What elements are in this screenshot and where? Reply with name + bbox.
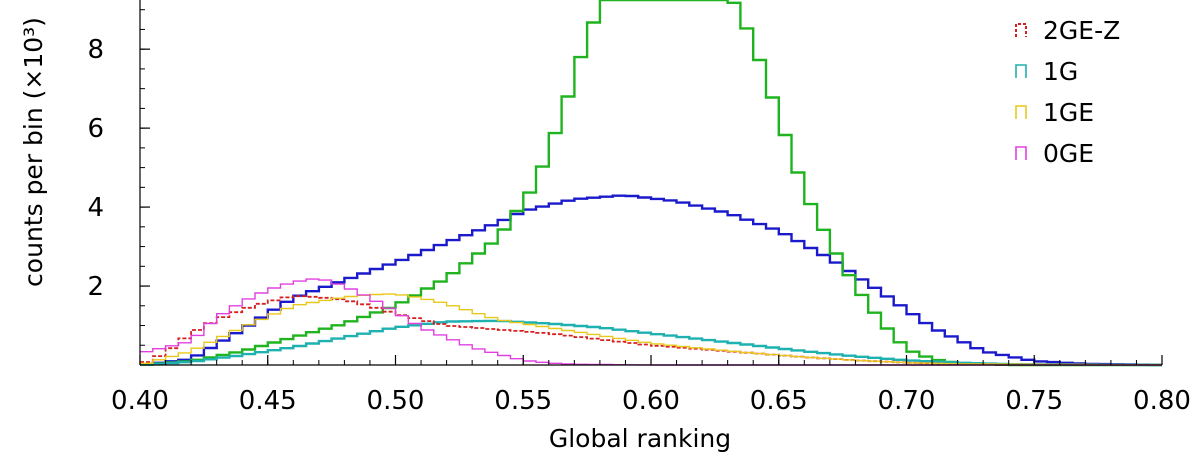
x-tick-label: 0.80 <box>1133 386 1191 416</box>
legend-swatch <box>1015 105 1027 119</box>
legend-swatch <box>1015 146 1027 160</box>
legend-swatch <box>1015 23 1027 37</box>
y-tick-label: 4 <box>87 193 104 223</box>
x-tick-label: 0.75 <box>1005 386 1063 416</box>
y-tick-label: 2 <box>87 272 104 302</box>
x-tick-label: 0.65 <box>750 386 808 416</box>
x-tick-label: 0.50 <box>367 386 425 416</box>
legend-label: 1G <box>1043 57 1078 86</box>
legend-item: 1G <box>1015 57 1078 86</box>
series-0-histogram <box>140 194 1162 367</box>
x-tick-label: 0.70 <box>878 386 936 416</box>
y-ticks: 2 4 6 8 <box>87 9 150 346</box>
x-ticks: 0.40 0.45 0.50 0.55 0.60 0.65 0.70 0.75 0.80 <box>111 355 1191 416</box>
legend-item: 0GE <box>1015 139 1094 168</box>
y-tick-label: 6 <box>87 114 104 144</box>
legend-swatch <box>1015 64 1027 78</box>
x-axis-title: Global ranking <box>549 424 731 453</box>
x-tick-label: 0.60 <box>622 386 680 416</box>
legend-label: 0GE <box>1043 139 1094 168</box>
x-tick-label: 0.40 <box>111 386 169 416</box>
legend-label: 1GE <box>1043 98 1094 127</box>
legend: 2GE-Z 1G 1GE 0GE <box>1015 16 1120 168</box>
series-1-histogram <box>140 0 1162 367</box>
legend-item: 1GE <box>1015 98 1094 127</box>
y-tick-label: 8 <box>87 35 104 65</box>
x-tick-label: 0.45 <box>239 386 297 416</box>
legend-item: 2GE-Z <box>1015 16 1120 45</box>
legend-label: 2GE-Z <box>1043 16 1120 45</box>
y-axis-title: counts per bin (×10³) <box>19 17 48 287</box>
x-tick-label: 0.55 <box>494 386 552 416</box>
series-4-histogram <box>140 293 1162 366</box>
